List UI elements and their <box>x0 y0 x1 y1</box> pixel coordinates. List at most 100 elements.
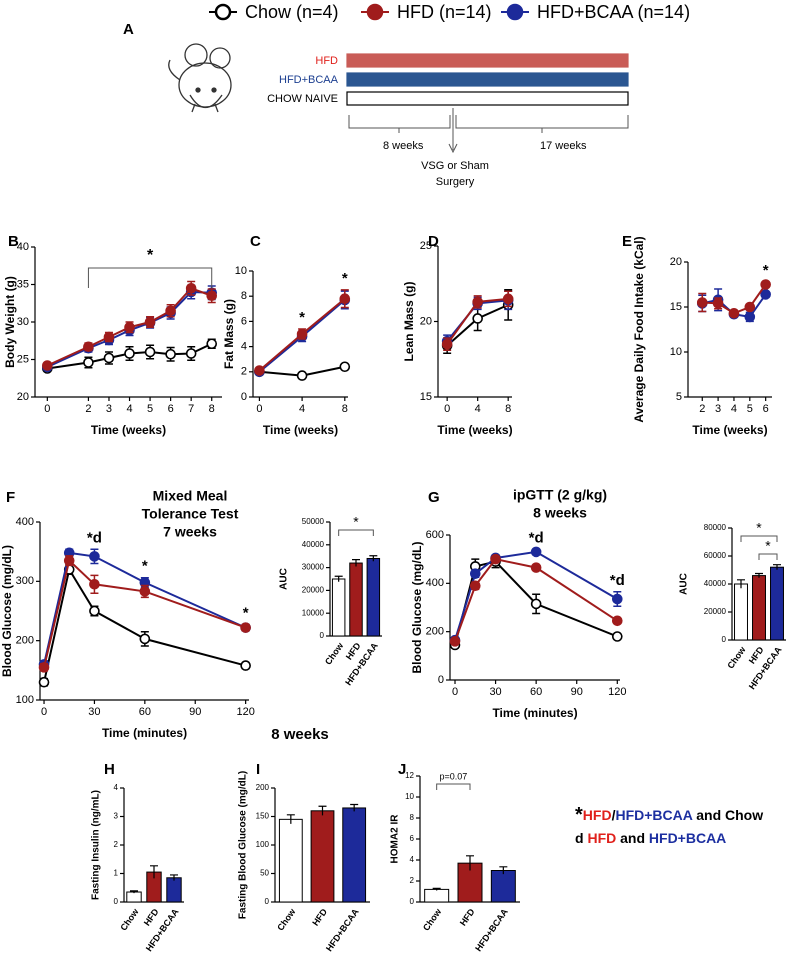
x-tick-label: 4 <box>731 403 737 415</box>
x-tick-label: 90 <box>571 686 583 698</box>
y-tick-label: 200 <box>256 783 270 792</box>
x-tick-label: 30 <box>489 686 501 698</box>
x-tick-label: 3 <box>715 403 721 415</box>
footnote-part: HFD <box>587 830 616 846</box>
x-tick-label: Chow <box>118 906 141 933</box>
data-point <box>712 298 724 309</box>
data-point <box>185 282 197 294</box>
data-point <box>760 289 771 300</box>
diet-bar <box>346 53 629 68</box>
x-tick-label: 7 <box>188 403 194 415</box>
y-tick-label: 0 <box>438 674 444 686</box>
bar <box>770 566 784 641</box>
annotation: *d <box>610 572 625 589</box>
x-tick-label: Chow <box>323 640 346 667</box>
error-bar <box>318 805 327 816</box>
y-tick-label: 8 <box>241 290 247 302</box>
data-point <box>165 305 176 317</box>
annotation: * <box>353 514 359 530</box>
footnote-part: d <box>575 830 587 846</box>
data-point <box>296 328 308 340</box>
data-point <box>240 622 251 633</box>
x-tick-label: 30 <box>88 706 100 718</box>
data-point <box>103 331 115 343</box>
data-point <box>611 615 623 627</box>
annotation: * <box>765 538 771 554</box>
x-tick-label: 90 <box>189 706 201 718</box>
bar <box>424 888 450 903</box>
y-tick-label: 20000 <box>704 607 727 616</box>
x-axis-label: Time (weeks) <box>263 423 338 437</box>
y-axis-label: Fat Mass (g) <box>222 299 236 369</box>
y-tick-label: 20000 <box>302 586 325 595</box>
data-point <box>339 293 351 305</box>
error-bar <box>432 887 441 891</box>
diet-bar <box>346 91 629 106</box>
x-tick-label: HFD <box>458 906 477 927</box>
panel-label: E <box>622 233 632 250</box>
chart-title: 7 weeks <box>163 524 217 540</box>
legend-marker <box>214 3 232 21</box>
footnote: d HFD and HFD+BCAA <box>575 830 726 846</box>
y-tick-label: 4 <box>114 783 119 792</box>
footnote-part: and <box>616 830 649 846</box>
bar <box>366 557 381 637</box>
data-point <box>530 562 542 573</box>
annotation: * <box>299 309 305 326</box>
x-tick-label: 60 <box>530 686 542 698</box>
error-bar <box>737 579 745 589</box>
y-axis-label: Fasting Insulin (ng/mL) <box>91 790 102 900</box>
annotation: * <box>763 262 769 279</box>
error-bar <box>755 572 763 578</box>
period-label: 17 weeks <box>540 140 587 152</box>
bar <box>752 575 766 641</box>
chart-title: ipGTT (2 g/kg) <box>513 487 607 503</box>
data-point <box>441 338 453 350</box>
panel-label: C <box>250 233 261 250</box>
data-point <box>469 568 481 579</box>
data-point <box>472 296 483 308</box>
diet-label: HFD+BCAA <box>279 74 339 86</box>
data-point <box>254 365 265 376</box>
panel-label: G <box>428 489 440 506</box>
data-point <box>89 578 100 590</box>
x-tick-label: Chow <box>725 644 748 671</box>
x-tick-label: 8 <box>505 403 511 415</box>
y-tick-label: 200 <box>16 635 34 647</box>
event-label: Surgery <box>436 176 475 188</box>
data-point <box>339 361 351 373</box>
y-axis-label: Blood Glucose (mg/dL) <box>410 542 424 674</box>
footnote-part: * <box>575 804 583 826</box>
footnote-part: and Chow <box>692 807 763 823</box>
x-axis-label: Time (minutes) <box>102 726 187 740</box>
legend-marker <box>366 3 384 21</box>
y-tick-label: 0 <box>114 897 119 906</box>
data-point <box>611 593 623 605</box>
y-tick-label: 0 <box>722 635 727 644</box>
bar <box>490 870 516 903</box>
y-tick-label: 40 <box>17 241 29 253</box>
y-tick-label: 3 <box>114 812 119 821</box>
y-tick-label: 20 <box>420 315 432 327</box>
y-tick-label: 300 <box>16 575 34 587</box>
bar <box>126 891 142 903</box>
data-point <box>696 297 708 308</box>
annotation: *d <box>87 529 102 546</box>
y-tick-label: 60000 <box>704 551 727 560</box>
event-label: VSG or Sham <box>421 160 489 172</box>
x-tick-label: HFD <box>142 906 161 927</box>
panel-label: F <box>6 489 15 506</box>
error-bar <box>773 564 781 570</box>
annotation-bracket <box>436 783 471 790</box>
y-tick-label: 35 <box>17 278 29 290</box>
data-point <box>744 311 756 323</box>
data-point <box>38 662 50 673</box>
bar <box>349 562 363 637</box>
data-point <box>206 338 218 350</box>
data-point <box>38 676 50 688</box>
chart-title: Tolerance Test <box>142 506 239 522</box>
x-tick-label: 4 <box>475 403 481 415</box>
x-tick-label: 0 <box>41 706 47 718</box>
y-tick-label: 8 <box>410 813 415 822</box>
y-tick-label: 100 <box>16 694 34 706</box>
